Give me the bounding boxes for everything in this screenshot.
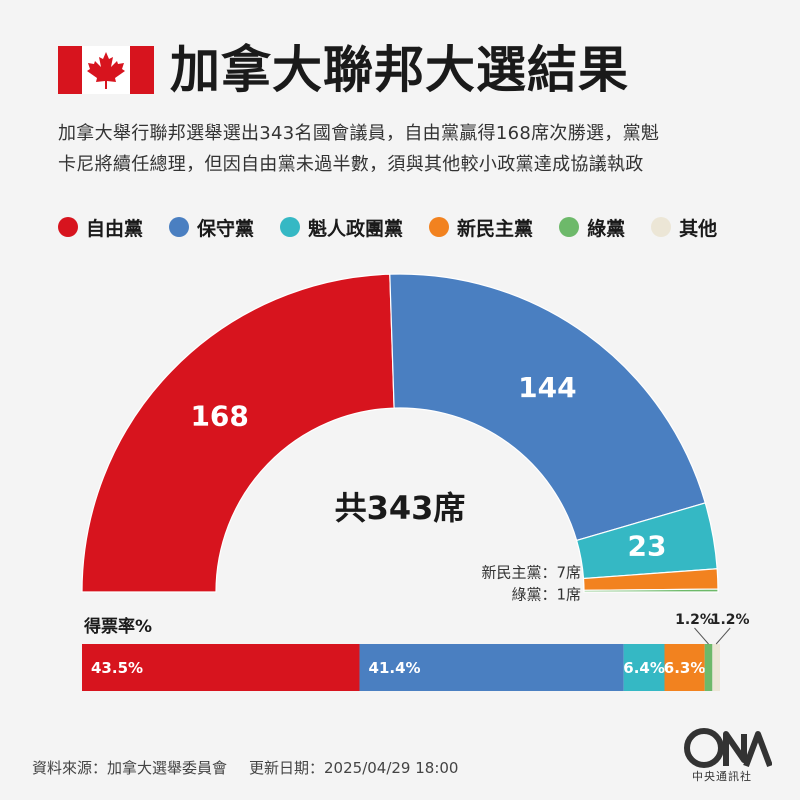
vote-share-outside-label: 1.2% [675,612,714,628]
legend-item: 保守黨 [169,214,254,241]
vote-share-title: 得票率% [84,617,153,637]
legend-item: 自由黨 [58,214,143,241]
vote-share-label: 41.4% [369,659,421,677]
update-date: 更新日期：2025/04/29 18:00 [249,759,459,777]
page-title: 加拿大聯邦大選結果 [170,41,629,99]
legend-swatch [651,217,672,237]
legend: 自由黨 保守黨 魁人政團黨 新民主黨 綠黨 其他 [58,212,743,242]
legend-item: 魁人政團黨 [280,214,403,241]
legend-label: 保守黨 [197,217,255,240]
legend-label: 新民主黨 [457,217,534,240]
legend-label: 自由黨 [86,217,144,240]
legend-label: 魁人政團黨 [308,217,404,240]
logo-text: 中央通訊社 [692,770,752,783]
legend-label: 綠黨 [587,217,626,240]
seat-segment [389,273,707,542]
vote-share-outside-label: 1.2% [711,612,750,628]
intro-text: 加拿大舉行聯邦選舉選出343名國會議員，自由黨贏得168席次勝選，黨魁 卡尼將續… [58,118,758,180]
vote-share-bar [704,644,713,691]
legend-swatch [280,217,301,237]
cna-logo-icon [684,728,772,768]
vote-share-bar [82,644,360,691]
seat-value-label: 144 [518,371,576,404]
leader-line [694,627,709,645]
intro-line-2: 卡尼將續任總理，但因自由黨未過半數，須與其他較小政黨達成協議執政 [58,154,644,175]
vote-share-bar [623,644,665,691]
seat-segment [583,588,719,593]
legend-label: 其他 [679,217,718,240]
seat-segment [81,273,395,593]
seat-value-label: 23 [628,529,667,562]
seat-total-label: 共343席 [335,489,466,527]
legend-swatch [429,217,450,237]
vote-share-label: 6.4% [623,659,665,677]
vote-share-label: 6.3% [664,659,706,677]
legend-swatch [58,217,78,237]
legend-item: 綠黨 [559,214,625,241]
intro-line-1: 加拿大舉行聯邦選舉選出343名國會議員，自由黨贏得168席次勝選，黨魁 [58,123,660,144]
seat-value-label: 168 [190,399,248,432]
leader-line [715,627,731,645]
vote-share-bar [664,644,705,691]
legend-item: 其他 [651,214,717,241]
header: 加拿大聯邦大選結果 [58,40,629,100]
legend-swatch [559,217,580,237]
seat-annotation: 新民主黨：7席 [481,564,581,582]
vote-share-bar-chart: 43.5% 41.4% 6.4%6.3% 1.2%1.2% [82,612,750,691]
vote-share-bar [359,644,624,691]
canada-flag-icon [58,46,154,94]
vote-share-label: 43.5% [91,659,143,677]
legend-item: 新民主黨 [429,214,533,241]
seat-annotation: 綠黨：1席 [511,586,581,604]
vote-share-bar [712,644,720,691]
legend-swatch [169,217,190,237]
source-text: 資料來源：加拿大選舉委員會 [32,759,228,777]
footer: 資料來源：加拿大選舉委員會 更新日期：2025/04/29 18:00 [32,757,458,778]
